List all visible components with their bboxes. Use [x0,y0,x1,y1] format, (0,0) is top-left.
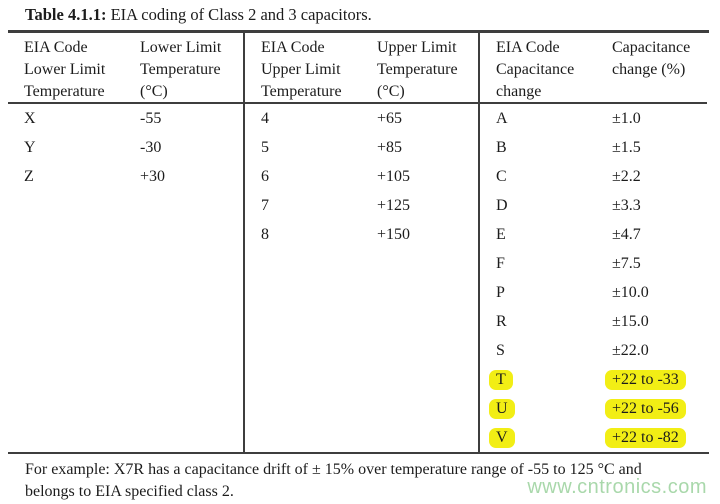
header-col-code: EIA Code Capacitance change [480,37,612,102]
table-caption-text: EIA coding of Class 2 and 3 capacitors. [106,5,372,24]
eia-code-cell: E [496,225,506,243]
header-line: Temperature [140,61,221,78]
header-line: change (%) [612,61,686,78]
value-cell: ±22.0 [612,341,649,359]
table-row: U +22 to -56 [480,394,707,423]
eia-code-cell: T [489,369,513,390]
watermark-text: www.cntronics.com [527,476,707,498]
value-cell: ±10.0 [612,283,649,301]
header-col-value: Capacitance change (%) [612,37,707,102]
eia-code-cell: D [496,196,508,214]
section-header: EIA Code Capacitance change Capacitance … [480,33,707,104]
header-col-value: Upper Limit Temperature (°C) [377,37,478,102]
footer-note-line1: For example: X7R has a capacitance drift… [25,461,642,478]
table-row: D ±3.3 [480,191,707,220]
header-line: Lower Limit [24,61,106,78]
eia-code-cell: Z [24,167,34,185]
value-cell: ±3.3 [612,196,641,214]
value-cell: +30 [140,167,166,185]
value-cell: +65 [377,109,403,127]
table-row: F ±7.5 [480,249,707,278]
eia-code-cell: 4 [261,109,269,127]
eia-code-cell: X [24,109,36,127]
eia-code-cell: 7 [261,196,269,214]
value-cell: +22 to -56 [605,398,686,419]
header-line: Upper Limit [261,61,341,78]
section-upper-limit: EIA Code Upper Limit Temperature Upper L… [243,33,478,452]
header-line: Temperature [24,83,105,100]
eia-code-cell: U [489,398,515,419]
table-caption: Table 4.1.1: EIA coding of Class 2 and 3… [25,5,372,25]
value-cell: -30 [140,138,162,156]
value-cell: +22 to -33 [605,369,686,390]
eia-code-cell: Y [24,138,36,156]
header-line: Temperature [377,61,458,78]
value-cell: ±15.0 [612,312,649,330]
header-line: EIA Code [24,39,88,56]
eia-coding-table: EIA Code Lower Limit Temperature Lower L… [8,30,709,454]
value-cell: ±1.0 [612,109,641,127]
value-cell: +85 [377,138,403,156]
table-row: C ±2.2 [480,162,707,191]
table-row: 7 +125 [245,191,478,220]
value-cell: ±1.5 [612,138,641,156]
header-col-code: EIA Code Upper Limit Temperature [245,37,377,102]
eia-code-cell: 5 [261,138,269,156]
eia-code-cell: C [496,167,507,185]
header-line: Capacitance [496,61,575,78]
value-cell: +22 to -82 [605,427,686,448]
value-cell: ±7.5 [612,254,641,272]
eia-code-cell: P [496,283,505,301]
header-line: (°C) [140,83,168,100]
value-cell: ±2.2 [612,167,641,185]
header-col-code: EIA Code Lower Limit Temperature [8,37,140,102]
table-row: S ±22.0 [480,336,707,365]
footer-note-line2: belongs to EIA specified class 2. [25,483,234,500]
table-row: P ±10.0 [480,278,707,307]
eia-code-cell: 6 [261,167,269,185]
eia-code-cell: S [496,341,505,359]
section-capacitance-change: EIA Code Capacitance change Capacitance … [478,33,707,452]
header-line: change [496,83,542,100]
table-row: Z +30 [8,162,243,191]
header-col-value: Lower Limit Temperature (°C) [140,37,243,102]
table-row: E ±4.7 [480,220,707,249]
header-line: Capacitance [612,39,691,56]
table-row: R ±15.0 [480,307,707,336]
table-row: B ±1.5 [480,133,707,162]
value-cell: -55 [140,109,162,127]
table-row: 4 +65 [245,104,478,133]
header-line: Upper Limit [377,39,457,56]
table-row: 8 +150 [245,220,478,249]
table-row: T +22 to -33 [480,365,707,394]
table-row: A ±1.0 [480,104,707,133]
header-line: Lower Limit [140,39,222,56]
value-cell: +150 [377,225,411,243]
section-header: EIA Code Upper Limit Temperature Upper L… [245,33,478,104]
header-line: (°C) [377,83,405,100]
table-row: X -55 [8,104,243,133]
eia-code-cell: B [496,138,507,156]
table-caption-number: Table 4.1.1: [25,5,107,24]
table-row: Y -30 [8,133,243,162]
table-row: 5 +85 [245,133,478,162]
eia-code-cell: A [496,109,508,127]
eia-code-cell: V [489,427,515,448]
table-row: V +22 to -82 [480,423,707,452]
section-lower-limit: EIA Code Lower Limit Temperature Lower L… [8,33,243,452]
header-line: EIA Code [496,39,560,56]
header-line: Temperature [261,83,342,100]
value-cell: ±4.7 [612,225,641,243]
eia-code-cell: F [496,254,505,272]
eia-code-cell: 8 [261,225,269,243]
value-cell: +125 [377,196,411,214]
table-row: 6 +105 [245,162,478,191]
section-header: EIA Code Lower Limit Temperature Lower L… [8,33,243,104]
value-cell: +105 [377,167,411,185]
header-line: EIA Code [261,39,325,56]
footer-note: For example: X7R has a capacitance drift… [25,459,709,503]
eia-code-cell: R [496,312,507,330]
